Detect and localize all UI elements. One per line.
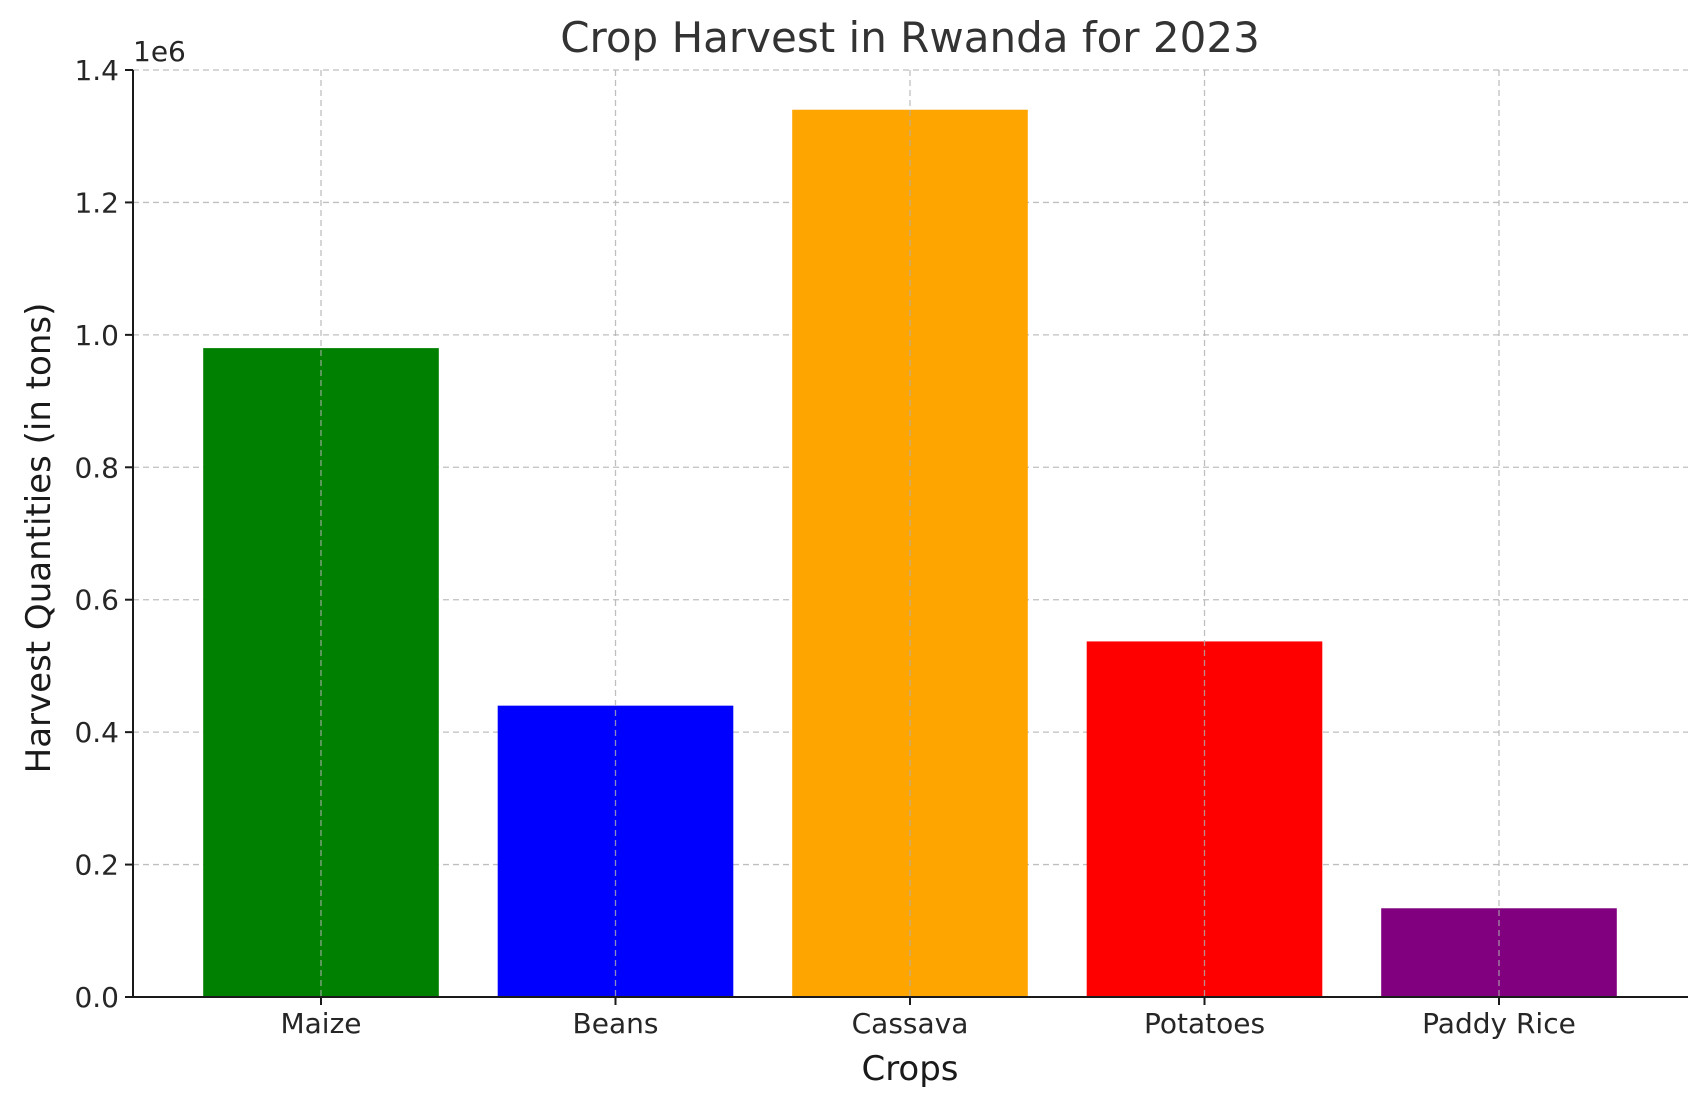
y-tick-label: 0.0 — [74, 981, 119, 1014]
y-scale-label: 1e6 — [133, 35, 186, 68]
y-tick-label: 1.4 — [74, 54, 119, 87]
x-tick-label: Maize — [280, 1007, 361, 1040]
y-tick-label: 0.8 — [74, 451, 119, 484]
y-axis-label: Harvest Quantities (in tons) — [19, 303, 59, 774]
x-ticks: Maize Beans Cassava Potatoes Paddy Rice — [280, 997, 1576, 1040]
x-tick-label: Potatoes — [1144, 1007, 1265, 1040]
x-tick-label: Beans — [573, 1007, 659, 1040]
y-tick-label: 0.6 — [74, 584, 119, 617]
vertical-grid — [320, 70, 1500, 997]
y-tick-label: 0.4 — [74, 716, 119, 749]
y-tick-label: 0.2 — [74, 849, 119, 882]
y-ticks: 0.0 0.2 0.4 0.6 0.8 1.0 1.2 1.4 — [74, 54, 133, 1014]
x-axis-label: Crops — [861, 1049, 958, 1089]
x-tick-label: Paddy Rice — [1422, 1007, 1576, 1040]
x-tick-label: Cassava — [852, 1007, 969, 1040]
y-tick-label: 1.2 — [74, 186, 119, 219]
chart-title: Crop Harvest in Rwanda for 2023 — [560, 13, 1260, 62]
y-tick-label: 1.0 — [74, 319, 119, 352]
